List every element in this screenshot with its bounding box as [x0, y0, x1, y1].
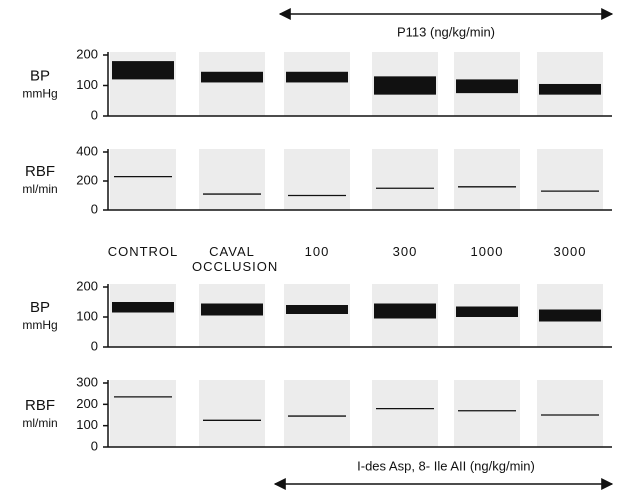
category-label: 3000 [530, 244, 610, 259]
strip-background [284, 284, 350, 347]
strip-background [372, 149, 438, 210]
strip-background [284, 52, 350, 116]
y-axis-label: RBF [25, 397, 55, 414]
strip-background [537, 149, 603, 210]
strip-background [199, 52, 265, 116]
category-label: CONTROL [103, 244, 183, 259]
y-tick-label: 200 [76, 46, 98, 61]
strip-background [199, 380, 265, 447]
y-axis-unit: mmHg [22, 318, 57, 332]
strip-background [110, 284, 176, 347]
y-axis-label: RBF [25, 163, 55, 180]
category-label: 300 [365, 244, 445, 259]
y-tick-label: 200 [76, 396, 98, 411]
bp-band [286, 305, 348, 314]
bp-band [112, 61, 174, 79]
y-tick-label: 400 [76, 143, 98, 158]
y-tick-label: 300 [76, 374, 98, 389]
y-tick-label: 0 [91, 107, 98, 122]
y-axis-label: BP [30, 299, 50, 316]
bp-band [456, 307, 518, 318]
strip-background [110, 380, 176, 447]
bp-band [286, 72, 348, 83]
figure: P113 (ng/kg/min) I-des Asp, 8- Ile AII (… [0, 0, 618, 490]
bp-band [374, 76, 436, 94]
strip-background [284, 149, 350, 210]
y-tick-label: 0 [91, 338, 98, 353]
strip-background [454, 380, 520, 447]
y-tick-label: 0 [91, 438, 98, 453]
bp-band [201, 72, 263, 83]
strip-background [372, 380, 438, 447]
y-axis-unit: ml/min [22, 182, 57, 196]
bp-band [456, 79, 518, 93]
category-label: CAVAL OCCLUSION [192, 244, 272, 274]
y-axis-unit: mmHg [22, 87, 57, 101]
y-axis-label: BP [30, 67, 50, 84]
bp-band [539, 84, 601, 95]
y-tick-label: 100 [76, 308, 98, 323]
strip-background [537, 380, 603, 447]
strip-background [199, 149, 265, 210]
bp-band [539, 310, 601, 322]
bp-band [374, 304, 436, 319]
bp-band [112, 302, 174, 313]
y-tick-label: 200 [76, 278, 98, 293]
strip-background [284, 380, 350, 447]
category-label: 100 [277, 244, 357, 259]
category-label: 1000 [447, 244, 527, 259]
strip-background [110, 149, 176, 210]
bottom-annotation: I-des Asp, 8- Ile AII (ng/kg/min) [357, 458, 535, 473]
bp-band [201, 304, 263, 316]
y-axis-unit: ml/min [22, 416, 57, 430]
y-tick-label: 200 [76, 172, 98, 187]
y-tick-label: 100 [76, 77, 98, 92]
strip-background [454, 149, 520, 210]
y-tick-label: 100 [76, 417, 98, 432]
y-tick-label: 0 [91, 201, 98, 216]
top-annotation: P113 (ng/kg/min) [397, 24, 495, 39]
